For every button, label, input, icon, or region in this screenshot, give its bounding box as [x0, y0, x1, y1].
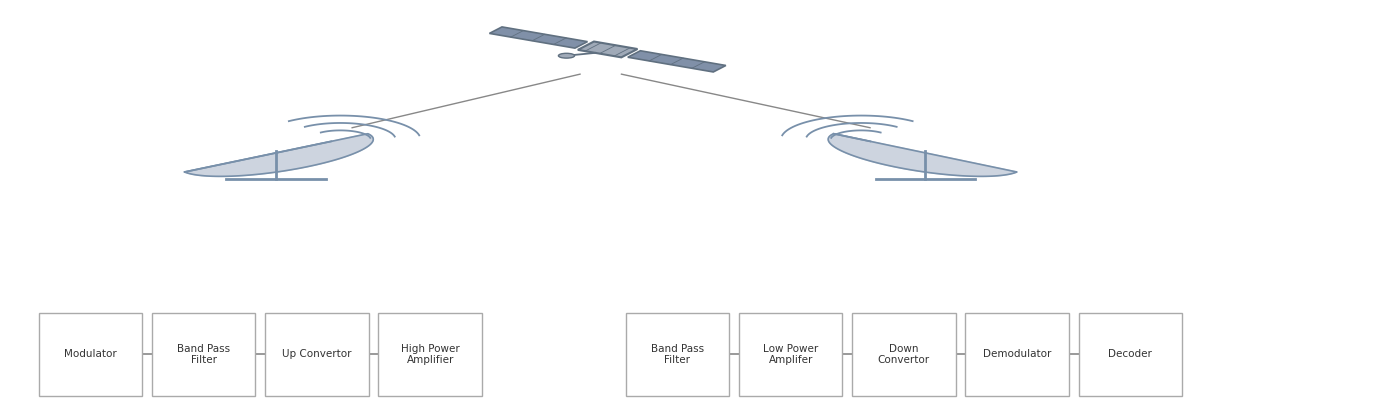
FancyBboxPatch shape [1079, 313, 1182, 396]
Text: Modulator: Modulator [64, 349, 117, 359]
FancyBboxPatch shape [39, 313, 142, 396]
Polygon shape [829, 134, 1016, 176]
Text: Band Pass
Filter: Band Pass Filter [650, 344, 704, 365]
FancyBboxPatch shape [739, 313, 842, 396]
Text: Demodulator: Demodulator [983, 349, 1051, 359]
Text: Decoder: Decoder [1109, 349, 1152, 359]
FancyBboxPatch shape [965, 313, 1069, 396]
Text: Low Power
Amplifer: Low Power Amplifer [762, 344, 819, 365]
Polygon shape [628, 51, 726, 72]
FancyBboxPatch shape [265, 313, 369, 396]
Text: Up Convertor: Up Convertor [282, 349, 352, 359]
Circle shape [558, 53, 574, 58]
FancyBboxPatch shape [852, 313, 956, 396]
FancyBboxPatch shape [378, 313, 482, 396]
Text: High Power
Amplifier: High Power Amplifier [400, 344, 460, 365]
FancyBboxPatch shape [626, 313, 729, 396]
Text: Band Pass
Filter: Band Pass Filter [177, 344, 231, 365]
Polygon shape [185, 134, 373, 176]
FancyBboxPatch shape [152, 313, 255, 396]
Polygon shape [489, 27, 587, 48]
Text: Down
Convertor: Down Convertor [878, 344, 929, 365]
Polygon shape [577, 42, 638, 57]
